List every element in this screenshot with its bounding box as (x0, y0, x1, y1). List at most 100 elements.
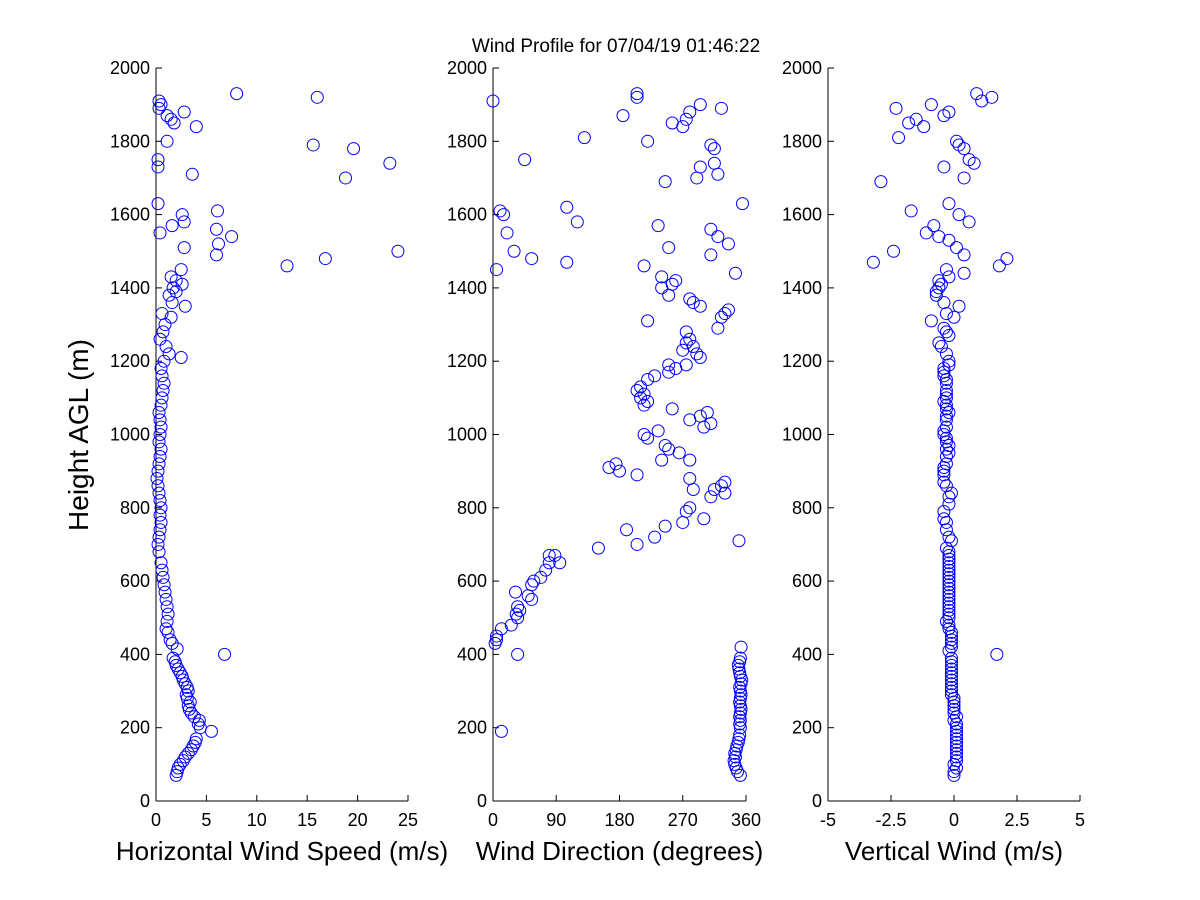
data-point (950, 746, 964, 760)
data-point (511, 600, 525, 614)
data-point (160, 600, 174, 614)
data-point (570, 215, 584, 229)
data-point (180, 680, 194, 694)
data-point (641, 314, 655, 328)
data-point (508, 585, 522, 599)
data-point (174, 351, 188, 365)
y-tick-label: 400 (120, 644, 150, 664)
x-tick-label: -2.5 (875, 810, 906, 830)
data-point (181, 699, 195, 713)
data-point (939, 431, 953, 445)
data-point (942, 607, 956, 621)
data-point (154, 501, 168, 515)
data-point (211, 237, 225, 251)
data-point (714, 479, 728, 493)
data-point (937, 369, 951, 383)
data-point (934, 277, 948, 291)
y-axis-label: Height AGL (m) (63, 339, 94, 531)
data-point (527, 574, 541, 588)
data-point (507, 244, 521, 258)
data-point (950, 739, 964, 753)
data-point (539, 563, 553, 577)
data-point (693, 98, 707, 112)
data-point (950, 735, 964, 749)
x-axis-label: Horizontal Wind Speed (m/s) (116, 836, 448, 866)
data-point (152, 94, 166, 108)
data-point (917, 120, 931, 134)
data-point (662, 241, 676, 255)
data-point (932, 281, 946, 295)
data-point (153, 226, 167, 240)
x-tick-label: 360 (731, 810, 761, 830)
data-point (637, 387, 651, 401)
data-point (152, 545, 166, 559)
data-point (494, 622, 508, 636)
data-point (171, 662, 185, 676)
data-point (156, 325, 170, 339)
data-point (187, 710, 201, 724)
data-point (939, 614, 953, 628)
data-point (721, 303, 735, 317)
data-point (209, 248, 223, 262)
data-point (175, 669, 189, 683)
data-point (866, 255, 880, 269)
data-point (942, 644, 956, 658)
data-point (944, 680, 958, 694)
data-point (690, 347, 704, 361)
data-point (950, 728, 964, 742)
data-point (944, 651, 958, 665)
x-tick-label: 90 (546, 810, 566, 830)
data-point (944, 625, 958, 639)
data-point (164, 310, 178, 324)
data-point (165, 296, 179, 310)
x-tick-label: 5 (201, 810, 211, 830)
data-point (152, 530, 166, 544)
data-point (975, 94, 989, 108)
data-point (159, 592, 173, 606)
data-point (518, 153, 532, 167)
data-point (171, 761, 185, 775)
data-point (160, 109, 174, 123)
data-point (490, 633, 504, 647)
data-point (697, 512, 711, 526)
data-point (942, 446, 956, 460)
data-point (153, 493, 167, 507)
x-tick-label: 0 (151, 810, 161, 830)
data-point (553, 556, 567, 570)
y-tick-label: 1800 (782, 131, 822, 151)
data-point (634, 391, 648, 405)
data-point (733, 728, 747, 742)
data-point (927, 219, 941, 233)
data-point (162, 347, 176, 361)
data-point (158, 318, 172, 332)
data-point (942, 622, 956, 636)
data-point (939, 391, 953, 405)
data-point (655, 453, 669, 467)
data-point (151, 479, 165, 493)
data-point (154, 398, 168, 412)
data-point (641, 134, 655, 148)
data-point (193, 721, 207, 735)
x-tick-label: 15 (297, 810, 317, 830)
data-point (942, 585, 956, 599)
data-point (641, 373, 655, 387)
data-point (944, 673, 958, 687)
data-point (874, 175, 888, 189)
data-point (714, 101, 728, 115)
data-point (734, 640, 748, 654)
x-tick-label: 10 (247, 810, 267, 830)
y-tick-label: 200 (457, 718, 487, 738)
data-point (525, 578, 539, 592)
data-point (184, 706, 198, 720)
data-point (156, 570, 170, 584)
data-point (560, 255, 574, 269)
data-point (165, 219, 179, 233)
data-point (942, 581, 956, 595)
data-point (939, 449, 953, 463)
data-point (152, 457, 166, 471)
data-point (711, 230, 725, 244)
data-point (665, 116, 679, 130)
data-point (683, 501, 697, 515)
data-point (658, 438, 672, 452)
y-tick-label: 800 (457, 498, 487, 518)
